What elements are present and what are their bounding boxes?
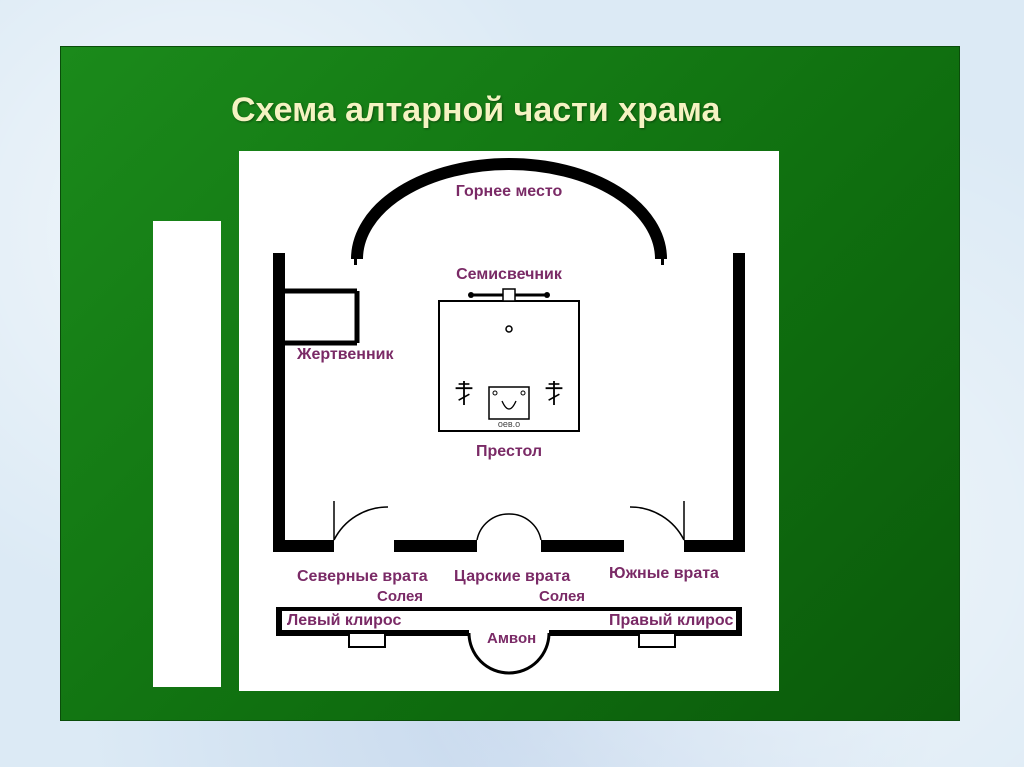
decorative-backbox bbox=[153, 221, 221, 687]
label-north_gate: Северные врата bbox=[297, 568, 428, 585]
slide-frame: Схема алтарной части храма оев.о Горнее … bbox=[60, 46, 960, 721]
label-seven_candle: Семисвечник bbox=[456, 266, 563, 283]
altar-diagram: оев.о Горнее место Семисвечник Престол Жерт… bbox=[239, 151, 779, 691]
label-left_kliros: Левый клирос bbox=[287, 612, 401, 629]
throne: оев.о bbox=[439, 289, 579, 431]
label-ambon: Амвон bbox=[487, 630, 536, 647]
page-background: Схема алтарной части храма оев.о Горнее … bbox=[0, 0, 1024, 767]
label-soleya_r: Солея bbox=[539, 588, 585, 605]
svg-text:оев.о: оев.о bbox=[498, 419, 520, 429]
label-south_gate: Южные врата bbox=[609, 565, 719, 582]
label-royal_gate: Царские врата bbox=[454, 568, 570, 585]
label-high_place: Горнее место bbox=[456, 183, 563, 200]
label-right_kliros: Правый клирос bbox=[609, 612, 733, 629]
label-altar_table: Престол bbox=[476, 443, 542, 460]
iconostasis bbox=[279, 501, 739, 546]
apse-wall bbox=[357, 164, 661, 259]
slide-title: Схема алтарной части храма bbox=[231, 91, 720, 130]
label-prothesis: Жертвенник bbox=[296, 346, 394, 363]
label-soleya_l: Солея bbox=[377, 588, 423, 605]
